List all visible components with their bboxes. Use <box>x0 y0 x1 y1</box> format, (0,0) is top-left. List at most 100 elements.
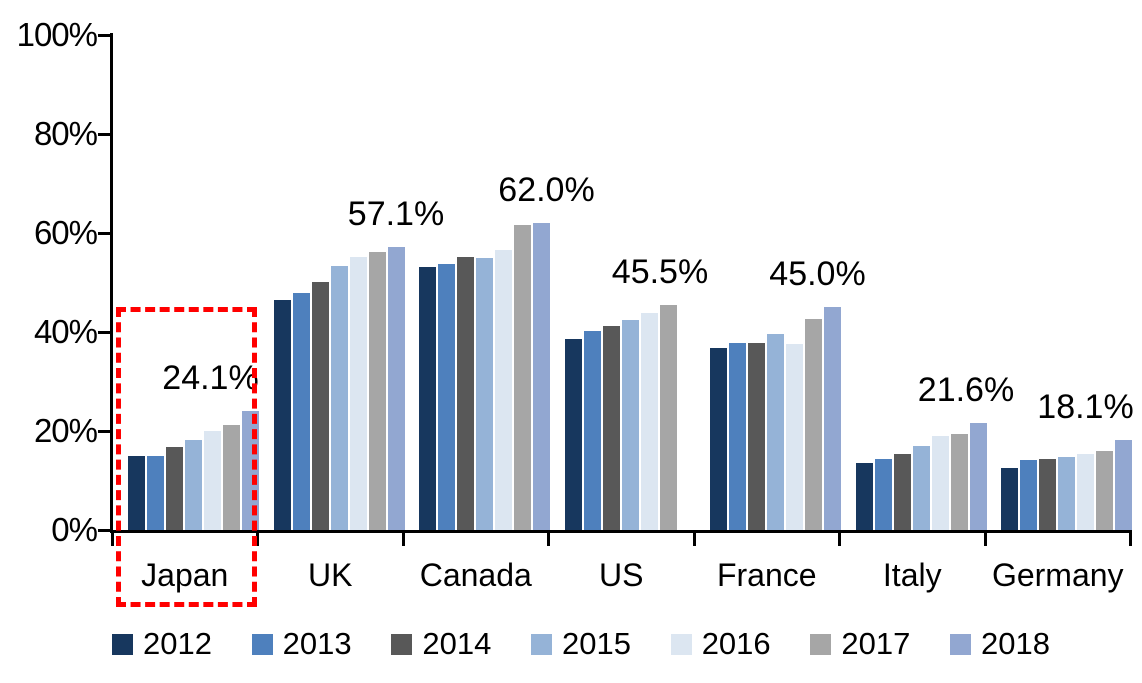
y-axis-tick-label: 0% <box>51 511 98 548</box>
bar-canada-2012 <box>419 266 436 530</box>
bar-germany-2016 <box>1077 454 1094 530</box>
x-axis-group-tick <box>838 530 841 546</box>
bar-france-2013 <box>729 342 746 530</box>
legend-item-2012: 2012 <box>112 627 212 661</box>
bar-canada-2015 <box>476 258 493 530</box>
category-label-france: France <box>716 557 817 593</box>
x-axis-group-tick <box>110 530 114 546</box>
bar-us-2012 <box>564 339 582 530</box>
bar-france-2015 <box>767 334 784 530</box>
y-tick-mark <box>98 232 111 235</box>
legend-swatch-icon <box>531 633 553 655</box>
data-label-canada: 62.0% <box>498 171 595 210</box>
data-label-italy: 21.6% <box>917 371 1015 410</box>
highlight-box-japan <box>116 307 257 607</box>
bar-italy-2015 <box>912 445 930 530</box>
legend-label: 2016 <box>701 626 771 661</box>
data-label-france: 45.0% <box>769 255 866 294</box>
bar-us-2017 <box>659 304 677 530</box>
legend-item-2017: 2017 <box>810 627 910 661</box>
bar-uk-2014 <box>311 282 329 530</box>
bar-japan-2012 <box>128 456 145 530</box>
legend-item-2014: 2014 <box>391 627 491 661</box>
bar-uk-2017 <box>368 252 386 530</box>
y-axis-tick-label: 60% <box>33 214 98 251</box>
y-axis-line <box>110 33 113 533</box>
bar-japan-2017 <box>223 425 240 530</box>
legend-item-2015: 2015 <box>531 627 631 661</box>
category-label-germany: Germany <box>991 557 1124 593</box>
bar-italy-2014 <box>893 453 911 530</box>
bar-germany-2017 <box>1096 450 1113 530</box>
bar-germany-2013 <box>1020 460 1037 530</box>
bar-germany-2015 <box>1058 456 1075 530</box>
legend-label: 2012 <box>143 626 212 661</box>
bar-canada-2013 <box>438 264 455 530</box>
y-tick-mark <box>98 331 111 334</box>
bar-japan-2013 <box>147 455 164 530</box>
x-axis-group-tick <box>256 530 259 546</box>
bar-germany-2012 <box>1001 467 1018 530</box>
legend-label: 2015 <box>562 626 631 661</box>
bar-italy-2018 <box>969 423 987 530</box>
bar-japan-2015 <box>185 439 202 530</box>
x-axis-group-tick <box>401 530 405 546</box>
y-tick-mark <box>98 133 111 136</box>
category-label-italy: Italy <box>882 557 942 593</box>
bar-uk-2018 <box>387 247 405 530</box>
legend-item-2013: 2013 <box>251 626 352 661</box>
category-label-uk: UK <box>308 557 353 593</box>
bar-us-2013 <box>583 330 601 530</box>
bar-france-2012 <box>710 348 727 530</box>
data-label-uk: 57.1% <box>347 195 445 234</box>
bar-france-2014 <box>748 343 765 530</box>
data-label-japan: 24.1% <box>162 358 259 397</box>
legend-swatch-icon <box>391 633 413 655</box>
bar-us-2015 <box>621 320 639 530</box>
legend-swatch-icon <box>251 633 273 655</box>
bar-uk-2012 <box>273 300 291 530</box>
bar-uk-2015 <box>330 265 348 530</box>
bar-us-2014 <box>602 326 620 530</box>
y-axis-tick-label: 40% <box>33 313 98 350</box>
bar-germany-2018 <box>1115 440 1132 530</box>
legend: 2012 2013 2014 2015 2016 2017 2018 <box>112 627 1050 661</box>
category-label-us: US <box>599 557 644 593</box>
bar-italy-2016 <box>931 435 949 530</box>
legend-label: 2018 <box>981 626 1050 661</box>
bar-italy-2013 <box>874 459 892 530</box>
bar-canada-2014 <box>457 256 474 530</box>
bar-uk-2016 <box>349 256 367 530</box>
legend-label: 2014 <box>422 626 492 661</box>
bar-uk-2013 <box>292 292 310 530</box>
bar-canada-2016 <box>495 249 512 530</box>
y-tick-mark <box>98 430 111 433</box>
y-axis-tick-label: 100% <box>16 16 98 53</box>
bar-canada-2017 <box>514 224 531 530</box>
legend-swatch-icon <box>950 633 972 655</box>
data-label-germany: 18.1% <box>1037 388 1134 427</box>
category-label-japan: Japan <box>141 557 229 593</box>
data-label-us: 45.5% <box>611 252 709 291</box>
legend-item-2018: 2018 <box>950 627 1050 661</box>
x-axis-group-tick <box>547 530 550 546</box>
bar-italy-2017 <box>950 434 968 530</box>
y-axis-tick-label: 20% <box>33 412 98 449</box>
bar-us-2016 <box>640 313 658 530</box>
legend-swatch-icon <box>670 633 692 655</box>
bar-france-2017 <box>805 319 822 530</box>
bar-italy-2012 <box>855 463 873 530</box>
x-axis-group-tick <box>692 530 696 546</box>
bar-germany-2014 <box>1039 458 1056 530</box>
y-axis-tick-label: 80% <box>33 115 98 152</box>
y-tick-mark <box>98 529 111 532</box>
legend-label: 2013 <box>282 626 352 661</box>
x-axis-end-tick <box>1129 530 1132 546</box>
legend-swatch-icon <box>112 633 133 655</box>
legend-swatch-icon <box>810 633 832 655</box>
bar-canada-2018 <box>533 223 550 530</box>
bar-japan-2014 <box>166 446 183 530</box>
category-label-canada: Canada <box>419 557 532 593</box>
bar-france-2016 <box>786 343 803 530</box>
